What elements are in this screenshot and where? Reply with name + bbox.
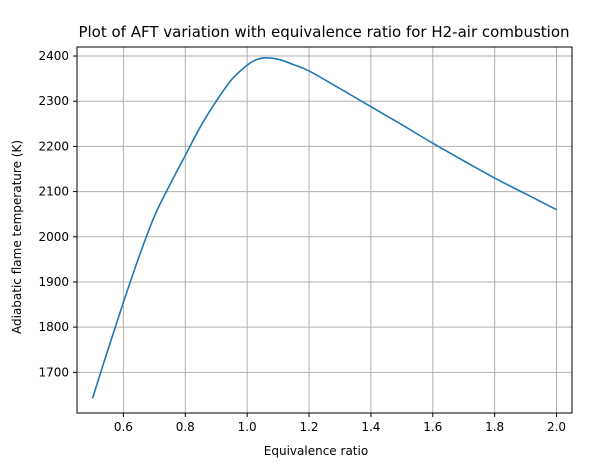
x-tick-label: 1.4 — [361, 420, 380, 434]
y-tick-label: 1900 — [38, 275, 69, 289]
y-tick-label: 2100 — [38, 185, 69, 199]
y-tick-label: 2200 — [38, 139, 69, 153]
y-tick-label: 2000 — [38, 230, 69, 244]
x-tick-label: 1.0 — [238, 420, 257, 434]
y-tick-label: 1700 — [38, 365, 69, 379]
y-axis: 1700 1800 1900 2000 2100 2200 2300 2400 — [38, 49, 77, 379]
x-tick-label: 1.8 — [485, 420, 504, 434]
x-tick-label: 2.0 — [547, 420, 566, 434]
y-tick-label: 2300 — [38, 94, 69, 108]
y-axis-label: Adiabatic flame temperature (K) — [10, 140, 24, 334]
x-tick-label: 0.6 — [114, 420, 133, 434]
x-tick-label: 1.6 — [423, 420, 442, 434]
series-line — [91, 57, 557, 399]
grid — [77, 47, 572, 413]
y-tick-label: 1800 — [38, 320, 69, 334]
x-tick-label: 0.8 — [176, 420, 195, 434]
x-axis-label: Equivalence ratio — [264, 444, 368, 458]
x-tick-label: 1.2 — [299, 420, 318, 434]
y-tick-label: 2400 — [38, 49, 69, 63]
series-layer — [91, 57, 557, 399]
plot-frame — [76, 46, 573, 414]
chart-title: Plot of AFT variation with equivalence r… — [78, 23, 569, 41]
x-axis: 0.6 0.8 1.0 1.2 1.4 1.6 1.8 2.0 — [114, 413, 566, 434]
